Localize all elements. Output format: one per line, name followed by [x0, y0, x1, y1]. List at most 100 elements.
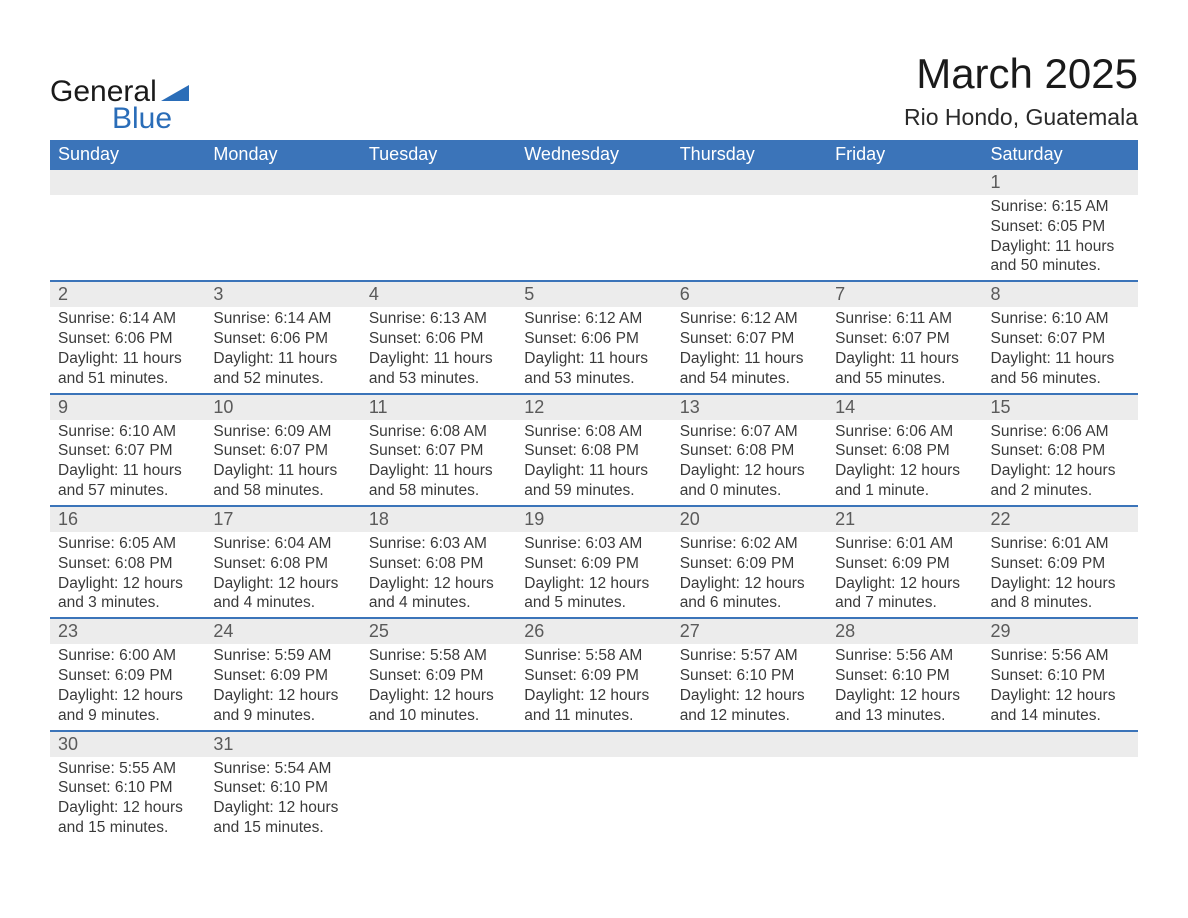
sunrise-text: Sunrise: 6:12 AM	[680, 309, 819, 329]
day-data-cell	[516, 757, 671, 842]
sunrise-text: Sunrise: 6:04 AM	[213, 534, 352, 554]
daylight-text: Daylight: 12 hours and 1 minute.	[835, 461, 974, 501]
logo-word-blue: Blue	[112, 105, 172, 132]
day-number-cell: 27	[672, 618, 827, 644]
sunset-text: Sunset: 6:08 PM	[524, 441, 663, 461]
sunrise-text: Sunrise: 5:59 AM	[213, 646, 352, 666]
day-data-cell	[983, 757, 1138, 842]
sunrise-text: Sunrise: 5:55 AM	[58, 759, 197, 779]
sunrise-text: Sunrise: 6:11 AM	[835, 309, 974, 329]
daylight-text: Daylight: 12 hours and 15 minutes.	[58, 798, 197, 838]
sunset-text: Sunset: 6:06 PM	[58, 329, 197, 349]
day-data-cell: Sunrise: 6:06 AMSunset: 6:08 PMDaylight:…	[827, 420, 982, 506]
day-number-cell: 1	[983, 170, 1138, 195]
calendar-table: Sunday Monday Tuesday Wednesday Thursday…	[50, 140, 1138, 842]
sunset-text: Sunset: 6:06 PM	[213, 329, 352, 349]
sunrise-text: Sunrise: 5:57 AM	[680, 646, 819, 666]
day-header-sat: Saturday	[983, 140, 1138, 170]
day-number-cell: 22	[983, 506, 1138, 532]
day-data-cell	[827, 195, 982, 281]
day-number-cell: 11	[361, 394, 516, 420]
daylight-text: Daylight: 12 hours and 9 minutes.	[213, 686, 352, 726]
day-data-cell: Sunrise: 6:10 AMSunset: 6:07 PMDaylight:…	[983, 307, 1138, 393]
day-data-cell: Sunrise: 6:03 AMSunset: 6:08 PMDaylight:…	[361, 532, 516, 618]
sunrise-text: Sunrise: 6:08 AM	[524, 422, 663, 442]
day-data-cell: Sunrise: 6:15 AMSunset: 6:05 PMDaylight:…	[983, 195, 1138, 281]
sunrise-text: Sunrise: 6:03 AM	[369, 534, 508, 554]
day-header-sun: Sunday	[50, 140, 205, 170]
daylight-text: Daylight: 11 hours and 59 minutes.	[524, 461, 663, 501]
daylight-text: Daylight: 12 hours and 5 minutes.	[524, 574, 663, 614]
sunrise-text: Sunrise: 5:58 AM	[524, 646, 663, 666]
sunset-text: Sunset: 6:09 PM	[58, 666, 197, 686]
sunrise-text: Sunrise: 6:07 AM	[680, 422, 819, 442]
logo-triangle-icon	[161, 78, 189, 105]
daylight-text: Daylight: 12 hours and 15 minutes.	[213, 798, 352, 838]
day-data-cell: Sunrise: 5:54 AMSunset: 6:10 PMDaylight:…	[205, 757, 360, 842]
logo-text: General Blue	[50, 78, 189, 132]
daylight-text: Daylight: 11 hours and 50 minutes.	[991, 237, 1130, 277]
day-number-cell: 29	[983, 618, 1138, 644]
day-header-tue: Tuesday	[361, 140, 516, 170]
day-number-cell	[361, 731, 516, 757]
daylight-text: Daylight: 12 hours and 6 minutes.	[680, 574, 819, 614]
day-number-cell: 12	[516, 394, 671, 420]
day-data-cell	[205, 195, 360, 281]
sunset-text: Sunset: 6:09 PM	[680, 554, 819, 574]
daylight-text: Daylight: 11 hours and 51 minutes.	[58, 349, 197, 389]
day-number-cell: 26	[516, 618, 671, 644]
sunrise-text: Sunrise: 6:05 AM	[58, 534, 197, 554]
day-data-row: Sunrise: 6:15 AMSunset: 6:05 PMDaylight:…	[50, 195, 1138, 281]
daylight-text: Daylight: 12 hours and 3 minutes.	[58, 574, 197, 614]
day-number-row: 9101112131415	[50, 394, 1138, 420]
day-data-cell: Sunrise: 5:58 AMSunset: 6:09 PMDaylight:…	[361, 644, 516, 730]
day-header-wed: Wednesday	[516, 140, 671, 170]
day-number-cell: 2	[50, 281, 205, 307]
day-data-cell: Sunrise: 5:55 AMSunset: 6:10 PMDaylight:…	[50, 757, 205, 842]
day-number-cell: 18	[361, 506, 516, 532]
daylight-text: Daylight: 12 hours and 0 minutes.	[680, 461, 819, 501]
sunset-text: Sunset: 6:05 PM	[991, 217, 1130, 237]
sunset-text: Sunset: 6:10 PM	[680, 666, 819, 686]
sunrise-text: Sunrise: 6:14 AM	[58, 309, 197, 329]
location-label: Rio Hondo, Guatemala	[904, 104, 1138, 131]
sunrise-text: Sunrise: 6:10 AM	[991, 309, 1130, 329]
day-data-row: Sunrise: 6:05 AMSunset: 6:08 PMDaylight:…	[50, 532, 1138, 618]
sunrise-text: Sunrise: 6:14 AM	[213, 309, 352, 329]
day-data-cell: Sunrise: 6:14 AMSunset: 6:06 PMDaylight:…	[205, 307, 360, 393]
sunrise-text: Sunrise: 6:06 AM	[991, 422, 1130, 442]
daylight-text: Daylight: 11 hours and 53 minutes.	[369, 349, 508, 389]
daylight-text: Daylight: 12 hours and 2 minutes.	[991, 461, 1130, 501]
sunrise-text: Sunrise: 5:56 AM	[991, 646, 1130, 666]
day-number-cell: 24	[205, 618, 360, 644]
day-number-cell	[827, 170, 982, 195]
day-data-cell: Sunrise: 5:56 AMSunset: 6:10 PMDaylight:…	[827, 644, 982, 730]
daylight-text: Daylight: 12 hours and 7 minutes.	[835, 574, 974, 614]
day-number-cell	[672, 731, 827, 757]
day-number-row: 16171819202122	[50, 506, 1138, 532]
day-number-cell: 5	[516, 281, 671, 307]
sunrise-text: Sunrise: 6:01 AM	[991, 534, 1130, 554]
day-number-cell: 16	[50, 506, 205, 532]
daylight-text: Daylight: 12 hours and 14 minutes.	[991, 686, 1130, 726]
sunset-text: Sunset: 6:08 PM	[991, 441, 1130, 461]
day-data-cell: Sunrise: 6:00 AMSunset: 6:09 PMDaylight:…	[50, 644, 205, 730]
day-data-cell: Sunrise: 6:01 AMSunset: 6:09 PMDaylight:…	[983, 532, 1138, 618]
day-number-cell: 19	[516, 506, 671, 532]
day-number-cell: 14	[827, 394, 982, 420]
day-data-cell	[827, 757, 982, 842]
daylight-text: Daylight: 12 hours and 9 minutes.	[58, 686, 197, 726]
sunset-text: Sunset: 6:09 PM	[524, 666, 663, 686]
day-data-cell: Sunrise: 5:56 AMSunset: 6:10 PMDaylight:…	[983, 644, 1138, 730]
day-data-cell: Sunrise: 6:12 AMSunset: 6:06 PMDaylight:…	[516, 307, 671, 393]
daylight-text: Daylight: 12 hours and 12 minutes.	[680, 686, 819, 726]
sunrise-text: Sunrise: 6:10 AM	[58, 422, 197, 442]
day-data-row: Sunrise: 6:10 AMSunset: 6:07 PMDaylight:…	[50, 420, 1138, 506]
sunset-text: Sunset: 6:06 PM	[369, 329, 508, 349]
day-number-cell: 25	[361, 618, 516, 644]
day-data-cell: Sunrise: 6:12 AMSunset: 6:07 PMDaylight:…	[672, 307, 827, 393]
daylight-text: Daylight: 11 hours and 55 minutes.	[835, 349, 974, 389]
sunrise-text: Sunrise: 6:03 AM	[524, 534, 663, 554]
sunset-text: Sunset: 6:08 PM	[58, 554, 197, 574]
sunset-text: Sunset: 6:07 PM	[680, 329, 819, 349]
